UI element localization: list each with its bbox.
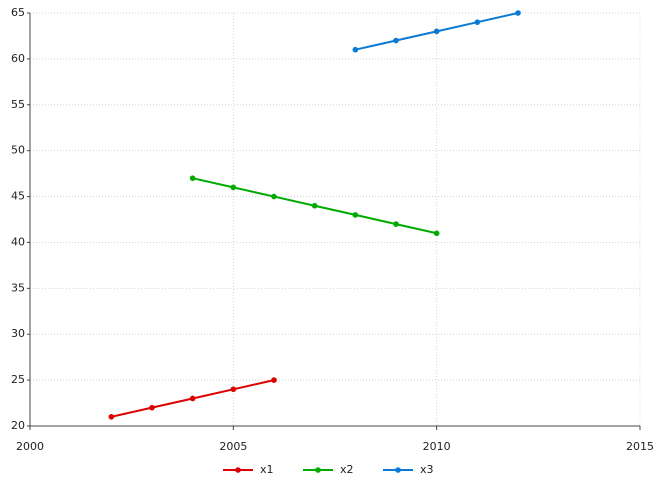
y-tick-label: 60: [11, 52, 25, 65]
y-tick-label: 55: [11, 98, 25, 111]
data-point: [515, 10, 521, 16]
data-point: [433, 230, 440, 237]
data-point: [189, 175, 196, 181]
y-tick-label: 40: [11, 235, 25, 248]
data-point: [271, 377, 277, 383]
data-point: [311, 202, 318, 209]
y-tick-label: 65: [11, 6, 25, 19]
legend-marker: [395, 467, 401, 473]
legend-marker: [315, 467, 321, 473]
data-point: [230, 184, 237, 191]
legend-label: x3: [420, 463, 434, 476]
data-point: [474, 19, 481, 25]
y-tick-label: 35: [11, 281, 25, 294]
data-point: [230, 386, 237, 393]
data-point: [433, 28, 440, 35]
data-point: [271, 193, 277, 200]
data-point: [352, 46, 359, 53]
y-tick-label: 30: [11, 327, 25, 340]
x-tick-label: 2000: [16, 440, 44, 453]
legend-marker: [235, 467, 241, 473]
y-tick-label: 25: [11, 373, 25, 386]
data-point: [352, 212, 359, 218]
legend-label: x2: [340, 463, 354, 476]
data-point: [149, 404, 155, 411]
data-point: [393, 37, 399, 44]
y-tick-label: 50: [11, 144, 25, 157]
x-tick-label: 2005: [219, 440, 247, 453]
data-point: [393, 221, 399, 227]
x-tick-label: 2015: [626, 440, 654, 453]
data-point: [189, 395, 196, 402]
x-tick-label: 2010: [423, 440, 451, 453]
y-tick-label: 45: [11, 190, 25, 203]
y-tick-label: 20: [11, 419, 25, 432]
legend-label: x1: [260, 463, 274, 476]
data-point: [108, 414, 115, 420]
